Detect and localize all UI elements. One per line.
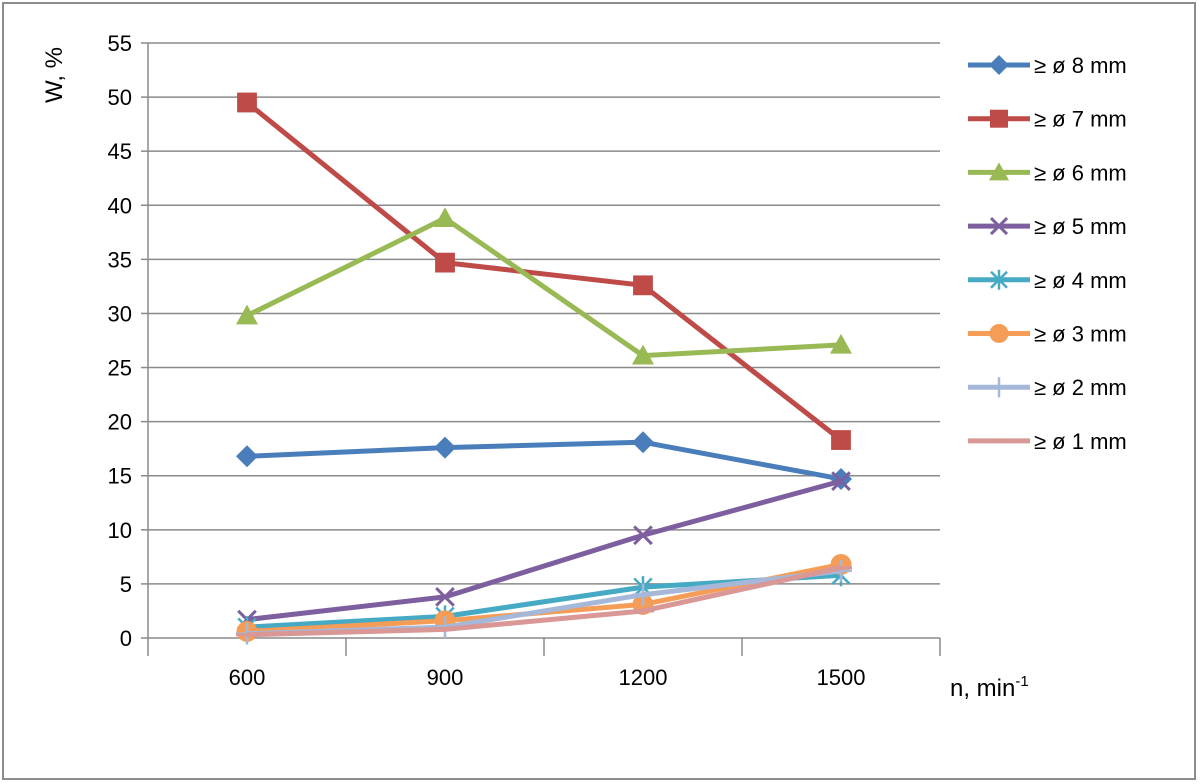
legend-item: ≥ ø 7 mm	[968, 107, 1127, 132]
x-tick-label: 900	[427, 665, 464, 690]
axes: 0 5 10 15 20 25 30 35 40 45 50 55 600 900 1200 1500	[108, 31, 941, 690]
series-4	[237, 471, 851, 630]
data-point	[831, 471, 851, 491]
legend-label: ≥ ø 4 mm	[1034, 268, 1127, 293]
legend-item: ≥ ø 4 mm	[968, 268, 1127, 293]
data-point	[633, 525, 653, 546]
data-point	[989, 162, 1009, 181]
legend-item: ≥ ø 8 mm	[968, 53, 1127, 78]
x-tick-label: 1500	[817, 665, 866, 690]
data-point	[990, 269, 1008, 290]
gridlines	[148, 42, 940, 585]
legend: ≥ ø 8 mm ≥ ø 7 mm ≥ ø 6 mm ≥ ø 5 mm ≥ ø 4 mm…	[968, 53, 1127, 454]
y-tick-label: 35	[108, 247, 132, 272]
x-tick-label: 600	[229, 665, 266, 690]
data-point	[236, 304, 258, 325]
data-point	[831, 430, 851, 450]
series-line	[245, 100, 843, 442]
series-2	[237, 92, 851, 450]
y-tick-label: 45	[108, 139, 132, 164]
series-8	[236, 565, 852, 638]
y-tick-label: 20	[108, 410, 132, 435]
legend-label: ≥ ø 8 mm	[1034, 53, 1127, 78]
y-tick-label: 10	[108, 518, 132, 543]
legend-item: ≥ ø 1 mm	[968, 429, 1127, 454]
data-point	[632, 583, 654, 606]
data-point	[434, 436, 456, 459]
data-point	[632, 431, 654, 454]
data-point	[989, 217, 1009, 236]
legend-label: ≥ ø 2 mm	[1034, 375, 1127, 400]
data-point	[830, 467, 852, 490]
y-tick-label: 25	[108, 356, 132, 381]
legend-label: ≥ ø 7 mm	[1034, 107, 1127, 132]
legend-item: ≥ ø 3 mm	[968, 322, 1127, 347]
y-tick-label: 40	[108, 193, 132, 218]
series-line	[245, 215, 842, 359]
y-tick-label: 0	[120, 626, 132, 651]
data-point	[435, 587, 455, 607]
data-point	[633, 275, 653, 296]
data-point	[830, 333, 852, 354]
y-tick-label: 50	[108, 85, 132, 110]
y-tick-label: 55	[108, 31, 132, 56]
data-point	[434, 207, 456, 228]
legend-item: ≥ ø 5 mm	[968, 214, 1127, 239]
x-tick-label: 1200	[619, 665, 668, 690]
y-tick-label: 5	[120, 572, 132, 597]
legend-item: ≥ ø 2 mm	[968, 375, 1127, 400]
series-line	[246, 439, 842, 482]
series-line	[246, 478, 842, 623]
legend-label: ≥ ø 3 mm	[1034, 322, 1127, 347]
y-tick-label: 15	[108, 464, 132, 489]
data-point	[990, 109, 1008, 128]
y-axis-label: W, %	[41, 47, 68, 103]
data-point	[989, 324, 1009, 343]
y-tick-label: 30	[108, 301, 132, 326]
legend-label: ≥ ø 6 mm	[1034, 160, 1127, 185]
series-lines	[236, 92, 852, 645]
legend-item: ≥ ø 6 mm	[968, 160, 1127, 185]
data-point	[632, 344, 654, 365]
series-3	[236, 207, 852, 365]
data-point	[435, 252, 455, 273]
x-axis-label: n, min-1	[950, 673, 1029, 702]
data-point	[237, 92, 257, 113]
legend-label: ≥ ø 5 mm	[1034, 214, 1127, 239]
data-point	[989, 55, 1009, 75]
series-1	[236, 431, 852, 490]
data-point	[989, 377, 1009, 398]
legend-label: ≥ ø 1 mm	[1034, 429, 1127, 454]
series-line	[246, 565, 842, 638]
data-point	[236, 445, 258, 468]
x-axis-label-superscript: -1	[1015, 673, 1028, 690]
x-axis-label-text: n, min	[950, 675, 1015, 702]
